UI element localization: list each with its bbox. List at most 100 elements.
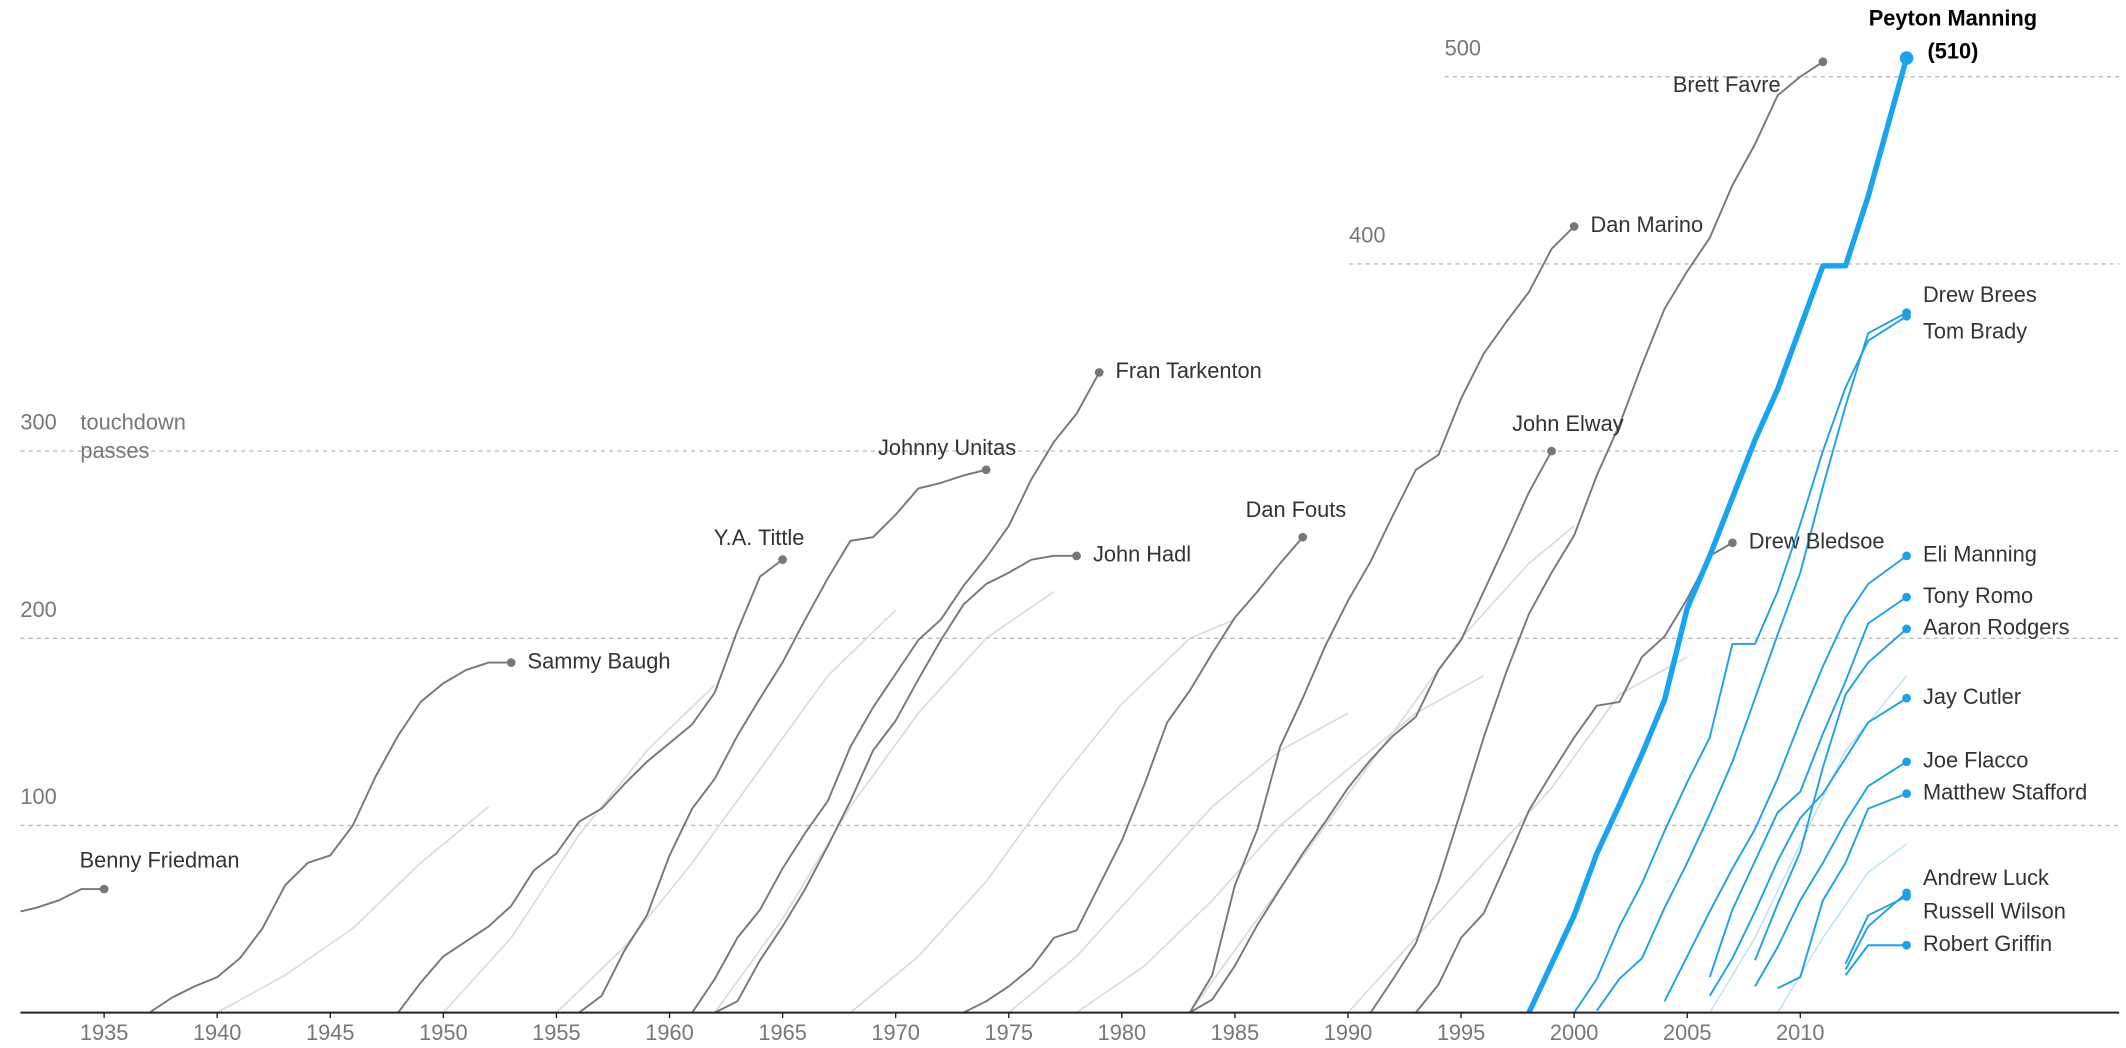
x-tick-label: 1970 xyxy=(871,1020,920,1045)
background-line xyxy=(555,609,897,1014)
series-line xyxy=(1754,760,1908,987)
series-line xyxy=(397,558,784,1014)
series-line xyxy=(1844,892,1908,971)
x-tick-label: 1945 xyxy=(306,1020,355,1045)
x-tick-label: 1980 xyxy=(1098,1020,1147,1045)
y-tick-label: 400 xyxy=(1349,222,1385,247)
series-label: Matthew Stafford xyxy=(1923,779,2087,804)
background-line xyxy=(714,590,1055,1014)
end-point xyxy=(1902,757,1911,767)
series-line xyxy=(1708,596,1908,978)
series-label: Drew Bledsoe xyxy=(1749,529,1885,554)
end-point xyxy=(1902,789,1911,798)
background-line xyxy=(1189,525,1575,1014)
series-label: Eli Manning xyxy=(1923,542,2037,567)
series-label: Johnny Unitas xyxy=(878,435,1016,460)
series-label: Russell Wilson xyxy=(1923,899,2066,924)
series-line xyxy=(691,372,1101,1014)
series-label: Dan Fouts xyxy=(1246,497,1347,522)
end-point xyxy=(1728,538,1737,548)
series-label: Brett Favre xyxy=(1673,72,1781,97)
end-point xyxy=(1902,693,1911,703)
end-point xyxy=(1569,222,1579,231)
labels: Robert Griffin Russell Wilson Andrew Luck M… xyxy=(80,6,2088,956)
end-point xyxy=(1902,624,1911,634)
end-point xyxy=(778,555,787,565)
series-line xyxy=(963,536,1304,1014)
end-point xyxy=(1899,51,1914,65)
y-tick-label: 300 xyxy=(20,410,56,435)
x-tick-label: 2005 xyxy=(1663,1020,1712,1045)
grid: 100 200 300 400 500 touchdown passes 1935 1940 19… xyxy=(20,35,2120,1045)
series-label: Y.A. Tittle xyxy=(714,525,804,550)
x-tick-label: 1995 xyxy=(1437,1020,1486,1045)
end-point xyxy=(1818,57,1828,67)
end-point xyxy=(99,884,109,894)
end-point xyxy=(1902,592,1911,602)
series-label: John Elway xyxy=(1512,411,1624,436)
series-line xyxy=(1844,944,1907,976)
end-point xyxy=(1072,551,1081,561)
series-line xyxy=(148,661,512,1014)
lines xyxy=(20,51,1914,1014)
series-label: Robert Griffin xyxy=(1923,931,2052,956)
series-line xyxy=(1754,628,1908,961)
value-label: (510) xyxy=(1927,38,1978,63)
series-label: Fran Tarkenton xyxy=(1116,358,1262,383)
end-point xyxy=(506,658,516,667)
series-line xyxy=(1526,57,1910,1014)
x-tick-label: 1990 xyxy=(1324,1020,1373,1045)
series-label: Benny Friedman xyxy=(80,848,240,873)
x-tick-label: 2010 xyxy=(1776,1020,1825,1045)
x-tick-label: 1965 xyxy=(758,1020,807,1045)
x-tick-label: 1985 xyxy=(1211,1020,1260,1045)
y-tick-label: 200 xyxy=(20,597,56,622)
series-label: Drew Brees xyxy=(1923,282,2037,307)
y-axis-label: passes xyxy=(80,438,149,463)
x-tick-label: 1950 xyxy=(419,1020,468,1045)
end-point xyxy=(1902,888,1911,898)
end-point xyxy=(1094,368,1104,377)
end-point xyxy=(981,465,991,475)
series-line xyxy=(1188,225,1575,1014)
series-label: Sammy Baugh xyxy=(528,648,671,673)
x-tick-label: 1940 xyxy=(193,1020,242,1045)
x-tick-label: 1955 xyxy=(532,1020,581,1045)
series-label: Tom Brady xyxy=(1923,318,2027,343)
x-tick-label: 1935 xyxy=(80,1020,129,1045)
x-tick-label: 1960 xyxy=(645,1020,694,1045)
series-label: John Hadl xyxy=(1093,542,1191,567)
series-line xyxy=(1844,895,1908,965)
x-tick-label: 1975 xyxy=(985,1020,1034,1045)
series-line xyxy=(1663,555,1908,1002)
series-line xyxy=(20,888,105,913)
series-line xyxy=(1415,541,1733,1014)
end-point xyxy=(1902,308,1911,317)
series-label: Aaron Rodgers xyxy=(1923,615,2070,640)
end-point xyxy=(1547,446,1556,456)
background-line xyxy=(1347,656,1688,1014)
background-line xyxy=(1008,712,1349,1014)
background-line xyxy=(1076,675,1485,1014)
series-line xyxy=(1777,792,1907,990)
end-point xyxy=(1902,551,1911,561)
y-tick-label: 500 xyxy=(1445,35,1481,60)
series-line xyxy=(1708,697,1908,997)
background-line xyxy=(849,618,1236,1014)
series-line xyxy=(1573,315,1908,1014)
series-label: Jay Cutler xyxy=(1923,684,2021,709)
series-label: Dan Marino xyxy=(1590,212,1703,237)
series-label: Andrew Luck xyxy=(1923,865,2049,890)
series-line xyxy=(714,554,1077,1014)
series-line xyxy=(1189,450,1553,1014)
background-line xyxy=(216,806,490,1014)
x-tick-label: 2000 xyxy=(1550,1020,1599,1045)
y-tick-label: 100 xyxy=(20,784,56,809)
series-line xyxy=(1596,311,1908,1012)
y-axis-label: touchdown xyxy=(80,410,185,435)
series-label: Tony Romo xyxy=(1923,583,2033,608)
end-point xyxy=(1902,940,1911,950)
series-line xyxy=(578,468,987,1014)
